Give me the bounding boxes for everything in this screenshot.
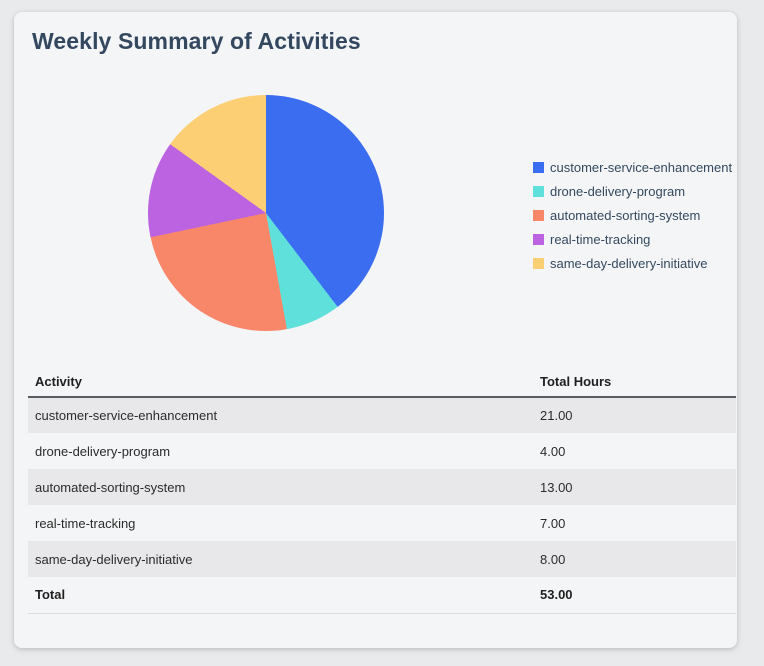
legend-item: customer-service-enhancement (533, 155, 732, 179)
activity-cell: real-time-tracking (35, 515, 136, 531)
table-row: drone-delivery-program 4.00 (28, 433, 736, 469)
activity-cell: same-day-delivery-initiative (35, 551, 193, 567)
pie-chart (148, 95, 384, 331)
activities-table: Activity Total Hours customer-service-en… (28, 366, 736, 614)
summary-card: Weekly Summary of Activities customer-se… (14, 12, 737, 648)
chart-legend: customer-service-enhancement drone-delive… (533, 155, 732, 275)
table-total-row: Total 53.00 (28, 577, 736, 614)
legend-label: drone-delivery-program (550, 183, 686, 199)
legend-item: automated-sorting-system (533, 203, 732, 227)
hours-cell: 4.00 (540, 443, 566, 459)
column-header-activity: Activity (28, 366, 533, 398)
hours-cell: 21.00 (540, 408, 573, 423)
total-hours-value: 53.00 (533, 577, 736, 614)
page-title: Weekly Summary of Activities (32, 28, 361, 54)
legend-swatch (533, 233, 544, 245)
table-row: automated-sorting-system 13.00 (28, 469, 736, 505)
legend-swatch (533, 161, 544, 173)
activity-cell: automated-sorting-system (35, 479, 186, 495)
table-row: real-time-tracking 7.00 (28, 505, 736, 541)
hours-cell: 7.00 (540, 515, 566, 531)
legend-swatch (533, 257, 544, 269)
hours-cell: 13.00 (540, 479, 573, 495)
legend-label: automated-sorting-system (550, 207, 701, 223)
legend-swatch (533, 209, 544, 221)
table-row: customer-service-enhancement 21.00 (28, 397, 736, 433)
legend-label: real-time-tracking (550, 231, 651, 247)
hours-cell: 8.00 (540, 551, 566, 567)
table-row: same-day-delivery-initiative 8.00 (28, 541, 736, 577)
legend-swatch (533, 185, 544, 197)
activity-cell: drone-delivery-program (35, 443, 171, 459)
activity-cell: customer-service-enhancement (35, 408, 218, 423)
total-label: Total (28, 577, 533, 614)
legend-label: customer-service-enhancement (550, 159, 733, 175)
legend-item: real-time-tracking (533, 227, 732, 251)
legend-label: same-day-delivery-initiative (550, 255, 708, 271)
table-header-row: Activity Total Hours (28, 366, 736, 398)
column-header-total-hours: Total Hours (533, 366, 736, 398)
legend-item: same-day-delivery-initiative (533, 251, 732, 275)
legend-item: drone-delivery-program (533, 179, 732, 203)
